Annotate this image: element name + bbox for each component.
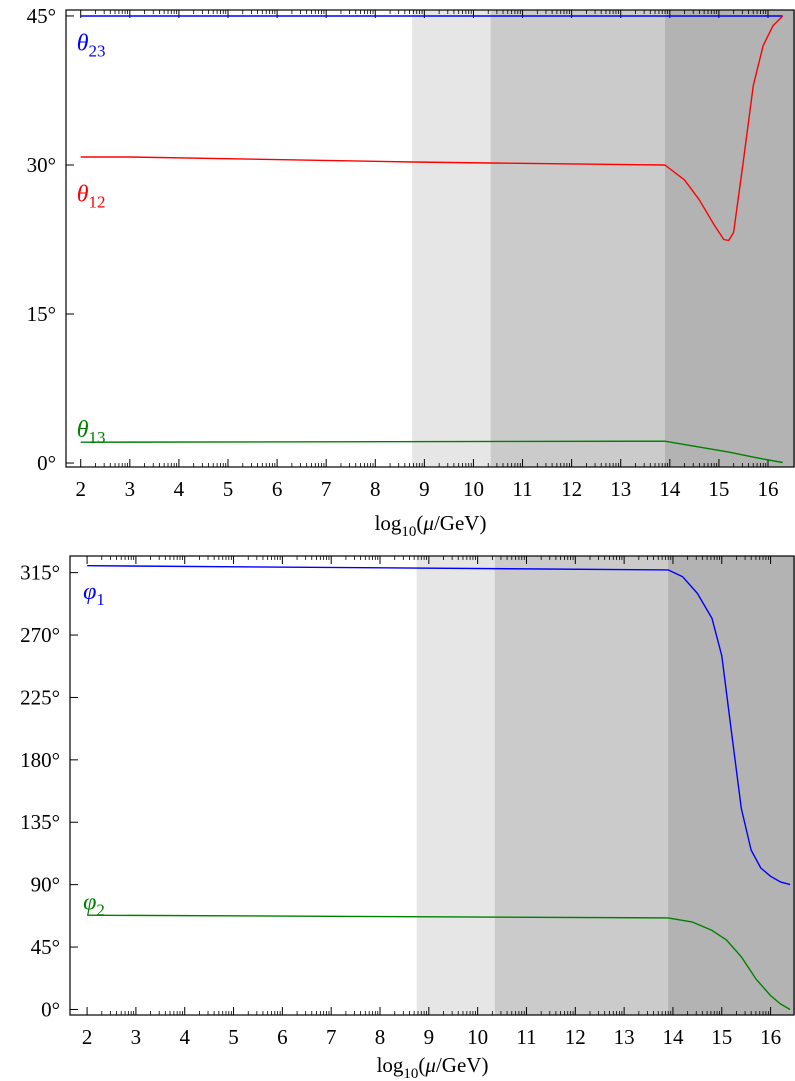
y-tick-label: 180° bbox=[20, 748, 60, 772]
x-tick-label: 12 bbox=[565, 1025, 586, 1049]
y-tick-label: 315° bbox=[20, 561, 60, 585]
x-tick-label: 14 bbox=[662, 1025, 684, 1049]
y-tick-label: 135° bbox=[20, 810, 60, 834]
x-tick-label: 16 bbox=[760, 1025, 781, 1049]
series-line-θ12 bbox=[80, 15, 784, 242]
x-tick-label: 13 bbox=[610, 477, 631, 501]
chart-panel-angles: 2 3 4 5 6 7 8 9 10 11 12 13 14 15 16 0° 15° 30° 45° log10(μ… bbox=[27, 4, 795, 540]
series-label-θ13: θ13 bbox=[77, 417, 106, 447]
y-tick-label: 270° bbox=[20, 623, 60, 647]
series-label-θ23: θ23 bbox=[77, 31, 106, 61]
series-label-φ1: φ1 bbox=[83, 579, 105, 609]
x-tick-label: 2 bbox=[75, 477, 86, 501]
x-axis-title: log10(μ/GeV) bbox=[377, 1053, 489, 1081]
chart-panel-phases: 2 3 4 5 6 7 8 9 10 11 12 13 14 15 16 0° 45° 90° 135° 180° 22… bbox=[20, 555, 795, 1081]
x-tick-label: 2 bbox=[82, 1025, 93, 1049]
y-tick-label: 30° bbox=[27, 153, 56, 177]
x-tick-label: 8 bbox=[370, 477, 381, 501]
x-tick-label: 13 bbox=[614, 1025, 635, 1049]
plot-frame bbox=[65, 9, 795, 468]
x-tick-label: 5 bbox=[223, 477, 234, 501]
y-tick-label: 90° bbox=[31, 873, 60, 897]
y-tick-label: 0° bbox=[41, 997, 60, 1021]
shaded-band-0 bbox=[412, 10, 491, 467]
y-tick-label: 15° bbox=[27, 302, 56, 326]
x-tick-label: 7 bbox=[326, 1025, 337, 1049]
y-tick-label: 225° bbox=[20, 685, 60, 709]
x-tick-label: 14 bbox=[659, 477, 681, 501]
x-tick-label: 15 bbox=[708, 477, 729, 501]
series-line-φ2 bbox=[87, 914, 791, 1011]
x-tick-label: 4 bbox=[174, 477, 185, 501]
x-tick-label: 3 bbox=[125, 477, 136, 501]
x-tick-label: 9 bbox=[424, 1025, 435, 1049]
x-tick-label: 4 bbox=[179, 1025, 190, 1049]
x-tick-label: 5 bbox=[228, 1025, 239, 1049]
series-label-φ2: φ2 bbox=[83, 890, 105, 920]
x-tick-label: 12 bbox=[561, 477, 582, 501]
series-label-θ12: θ12 bbox=[77, 182, 106, 212]
x-tick-label: 10 bbox=[463, 477, 484, 501]
x-tick-label: 15 bbox=[711, 1025, 732, 1049]
series-line-φ1 bbox=[87, 565, 791, 886]
x-axis-title: log10(μ/GeV) bbox=[375, 511, 487, 540]
x-tick-label: 7 bbox=[321, 477, 332, 501]
x-tick-label: 6 bbox=[277, 1025, 288, 1049]
x-tick-label: 10 bbox=[467, 1025, 488, 1049]
y-tick-label: 0° bbox=[37, 451, 56, 475]
y-tick-label: 45° bbox=[27, 4, 56, 28]
x-tick-label: 8 bbox=[375, 1025, 386, 1049]
series-line-θ13 bbox=[80, 440, 783, 464]
x-tick-label: 6 bbox=[272, 477, 283, 501]
x-tick-label: 3 bbox=[131, 1025, 142, 1049]
shaded-band-0 bbox=[416, 556, 495, 1015]
shaded-band-2 bbox=[668, 556, 795, 1015]
x-tick-label: 11 bbox=[512, 477, 532, 501]
x-tick-label: 9 bbox=[419, 477, 430, 501]
x-tick-label: 16 bbox=[758, 477, 779, 501]
plot-frame bbox=[69, 555, 795, 1016]
y-tick-label: 45° bbox=[31, 935, 60, 959]
shaded-band-1 bbox=[494, 556, 669, 1015]
shaded-band-1 bbox=[490, 10, 665, 467]
x-tick-label: 11 bbox=[516, 1025, 536, 1049]
